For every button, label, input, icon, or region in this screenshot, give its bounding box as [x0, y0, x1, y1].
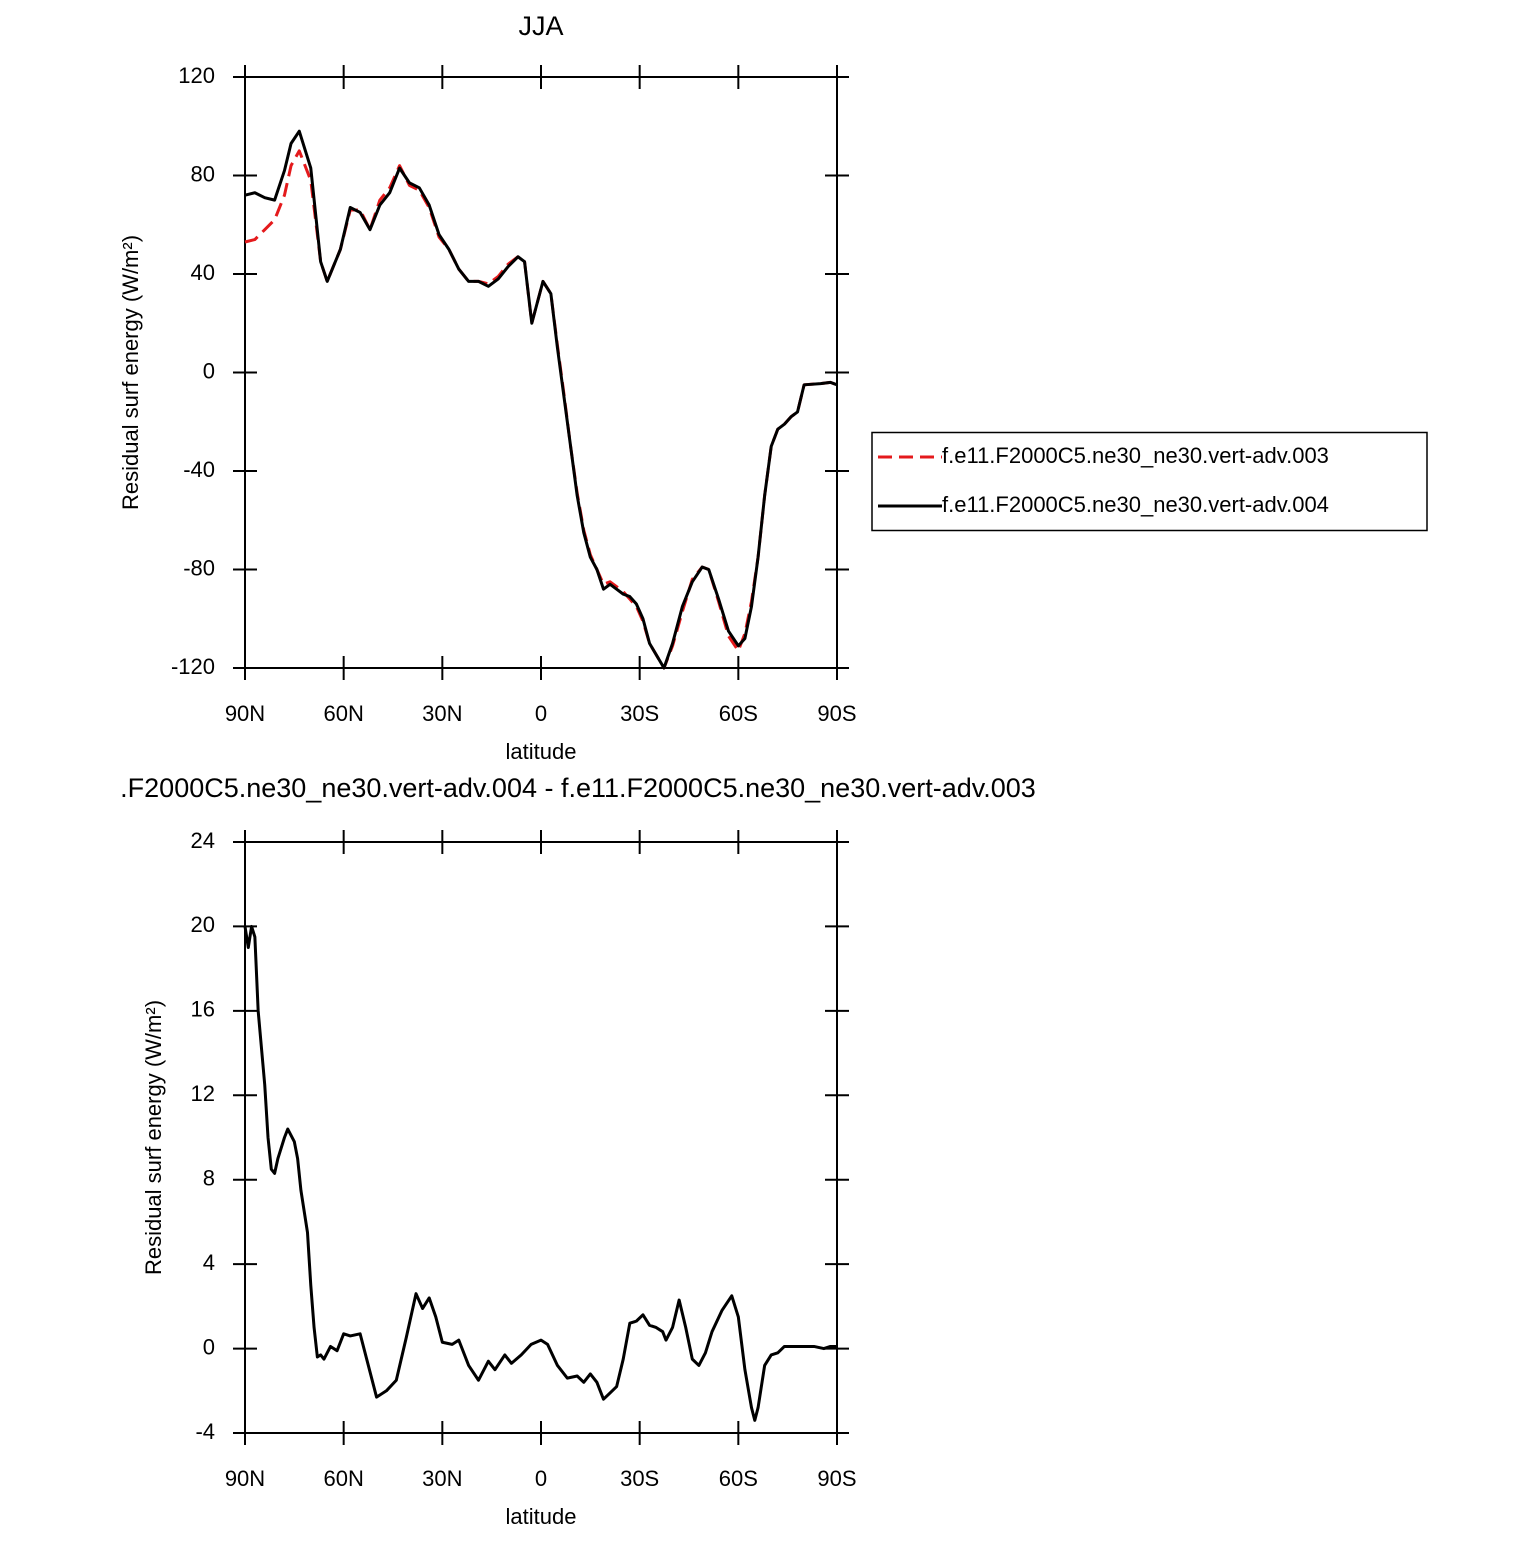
x-tick-label: 30N: [422, 1466, 462, 1491]
y-tick-label: 40: [191, 260, 215, 285]
x-tick-label: 60S: [719, 701, 758, 726]
y-tick-label: -120: [171, 654, 215, 679]
chart-title: .F2000C5.ne30_ne30.vert-adv.004 - f.e11.…: [120, 773, 1036, 803]
x-tick-label: 60N: [323, 701, 363, 726]
legend-label: f.e11.F2000C5.ne30_ne30.vert-adv.003: [942, 443, 1329, 468]
y-tick-label: 120: [178, 63, 215, 88]
y-tick-label: 16: [191, 997, 215, 1022]
x-tick-label: 30S: [620, 701, 659, 726]
x-tick-label: 90S: [817, 701, 856, 726]
y-tick-label: -40: [183, 457, 215, 482]
x-tick-label: 0: [535, 1466, 547, 1491]
y-tick-label: -80: [183, 555, 215, 580]
y-tick-label: 0: [203, 358, 215, 383]
y-tick-label: 4: [203, 1250, 215, 1275]
y-tick-label: 12: [191, 1081, 215, 1106]
y-tick-label: 20: [191, 912, 215, 937]
x-tick-label: 90N: [225, 1466, 265, 1491]
y-axis-label: Residual surf energy (W/m²): [141, 1000, 166, 1275]
data-line: [244, 129, 838, 670]
x-tick-label: 0: [535, 701, 547, 726]
y-tick-label: 24: [191, 828, 215, 853]
y-tick-label: 80: [191, 161, 215, 186]
x-tick-label: 30N: [422, 701, 462, 726]
x-axis-label: latitude: [506, 1504, 577, 1529]
data-line: [243, 924, 837, 1422]
y-tick-label: -4: [195, 1419, 215, 1444]
plot-frame: [244, 76, 838, 669]
x-tick-label: 30S: [620, 1466, 659, 1491]
chart-title: JJA: [518, 11, 563, 41]
x-axis-label: latitude: [506, 739, 577, 764]
legend-label: f.e11.F2000C5.ne30_ne30.vert-adv.004: [942, 492, 1329, 517]
data-line: [244, 149, 838, 670]
y-tick-label: 8: [203, 1166, 215, 1191]
y-tick-label: 0: [203, 1334, 215, 1359]
y-axis-label: Residual surf energy (W/m²): [118, 235, 143, 510]
x-tick-label: 60S: [719, 1466, 758, 1491]
x-tick-label: 90N: [225, 701, 265, 726]
legend-box: [871, 431, 1428, 532]
x-tick-label: 60N: [323, 1466, 363, 1491]
plot-frame: [244, 841, 838, 1434]
x-tick-label: 90S: [817, 1466, 856, 1491]
